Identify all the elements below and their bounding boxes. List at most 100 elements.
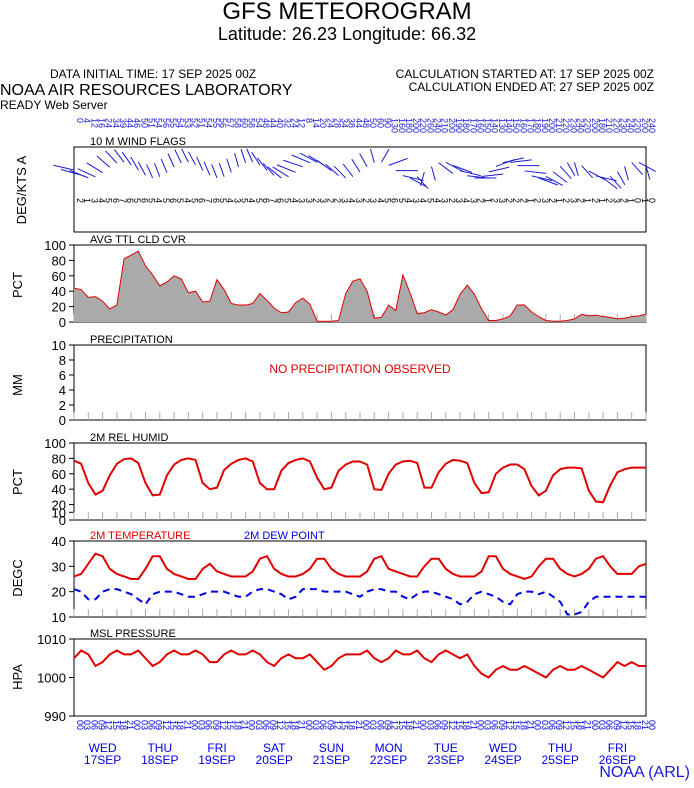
wind-direction-label: 240 xyxy=(576,118,586,133)
wind-flag xyxy=(538,177,558,186)
x-day-of-week: FRI xyxy=(207,741,226,755)
wind-speed-label: 7 xyxy=(204,198,214,203)
wind-speed-label: 4 xyxy=(247,198,257,203)
wind-speed-label: 6 xyxy=(211,198,221,203)
wind-direction-label: 210 xyxy=(604,118,614,133)
cloud-panel-title: AVG TTL CLD CVR xyxy=(90,234,186,246)
wind-speed-label: 6 xyxy=(261,198,271,203)
wind-flag xyxy=(146,164,154,179)
wind-flag xyxy=(388,157,408,166)
x-date-label: 24SEP xyxy=(484,753,521,767)
x-hour-label: 09 xyxy=(268,720,278,730)
wind-speed-label: 2 xyxy=(311,198,321,203)
wind-speed-label: 4 xyxy=(433,198,443,203)
wind-flag xyxy=(452,165,473,173)
x-day-of-week: WED xyxy=(489,741,517,755)
wind-flag xyxy=(234,153,239,168)
wind-speed-label: 2 xyxy=(447,198,457,203)
wind-flag xyxy=(211,164,218,179)
wind-flag xyxy=(531,175,553,182)
wind-speed-label: 5 xyxy=(239,198,249,203)
wind-direction-label: 20 xyxy=(318,118,328,128)
x-day-of-week: WED xyxy=(89,741,117,755)
wind-speed-label: 3 xyxy=(304,198,314,203)
wind-speed-label: 2 xyxy=(511,198,521,203)
wind-speed-label: 4 xyxy=(290,198,300,203)
wind-speed-label: 2 xyxy=(547,198,557,203)
wind-flag xyxy=(381,148,390,163)
wind-speed-label: 2 xyxy=(576,198,586,203)
wind-speed-label: 2 xyxy=(604,198,614,203)
wind-flag xyxy=(574,162,579,177)
wind-direction-label: 48 xyxy=(361,118,371,128)
x-hour-label: 03 xyxy=(254,720,264,730)
wind-speed-label: 5 xyxy=(254,198,264,203)
wind-direction-label: 190 xyxy=(454,118,464,133)
x-hour-label: 03 xyxy=(311,720,321,730)
rh-axis-tick-label: 40 xyxy=(52,482,66,497)
wind-flag xyxy=(459,170,481,177)
x-hour-label: 12 xyxy=(504,720,514,730)
wind-speed-label: 3 xyxy=(232,198,242,203)
pressure-axis-tick-label: 1000 xyxy=(37,671,66,686)
dewpoint-legend: 2M DEW POINT xyxy=(244,530,325,542)
pressure-axis-tick-label: 1010 xyxy=(37,632,66,647)
wind-direction-label: 230 xyxy=(568,118,578,133)
x-hour-label: 06 xyxy=(547,720,557,730)
wind-direction-label: 12 xyxy=(89,118,99,128)
x-hour-label: 03 xyxy=(540,720,550,730)
wind-direction-label: 52 xyxy=(189,118,199,128)
wind-direction-label: 140 xyxy=(490,118,500,133)
wind-speed-label: 4 xyxy=(418,198,428,203)
wind-flag xyxy=(174,149,182,164)
wind-speed-label: 3 xyxy=(297,198,307,203)
wind-flag xyxy=(251,151,261,166)
rh-axis-tick-label: 80 xyxy=(52,451,66,466)
x-date-label: 22SEP xyxy=(370,753,407,767)
rh-line xyxy=(73,457,646,504)
precip-axis-tick-label: 8 xyxy=(59,353,66,368)
wind-flag xyxy=(524,170,547,174)
x-hour-label: 03 xyxy=(139,720,149,730)
x-hour-label: 09 xyxy=(382,720,392,730)
wind-direction-label: 170 xyxy=(525,118,535,133)
wind-direction-label: 50 xyxy=(139,118,149,128)
wind-direction-label: 58 xyxy=(232,118,242,128)
wind-speed-label: 4 xyxy=(375,198,385,203)
precip-panel-ylabel: MM xyxy=(10,374,25,396)
x-hour-label: 21 xyxy=(297,720,307,730)
temp-panel-frame xyxy=(73,540,647,618)
wind-direction-label: 200 xyxy=(640,118,650,133)
x-date-label: 19SEP xyxy=(198,753,235,767)
temperature-legend: 2M TEMPERATURE xyxy=(90,530,190,542)
wind-speed-label: 2 xyxy=(561,198,571,203)
precip-axis-tick-label: 4 xyxy=(59,383,66,398)
no-precip-message: NO PRECIPITATION OBSERVED xyxy=(269,362,451,376)
wind-speed-label: 0 xyxy=(647,198,657,203)
pressure-panel-frame xyxy=(73,638,647,717)
precip-axis-tick-label: 0 xyxy=(59,413,66,428)
wind-speed-label: 5 xyxy=(175,198,185,203)
wind-direction-label: 180 xyxy=(404,118,414,133)
wind-speed-label: 2 xyxy=(618,198,628,203)
wind-speed-label: 5 xyxy=(147,198,157,203)
wind-speed-label: 6 xyxy=(275,198,285,203)
wind-direction-label: 28 xyxy=(332,118,342,128)
x-date-label: 21SEP xyxy=(313,753,350,767)
wind-direction-label: 48 xyxy=(261,118,271,128)
wind-direction-label: 34 xyxy=(111,118,121,128)
x-hour-label: 00 xyxy=(418,720,428,730)
wind-speed-label: 4 xyxy=(96,198,106,203)
wind-direction-label: 54 xyxy=(175,118,185,128)
wind-direction-label: 210 xyxy=(554,118,564,133)
cloud-axis-tick-label: 0 xyxy=(59,315,66,330)
wind-flag xyxy=(276,164,296,173)
wind-speed-label: 5 xyxy=(397,198,407,203)
x-hour-label: 03 xyxy=(197,720,207,730)
x-hour-label: 12 xyxy=(218,720,228,730)
wind-speed-label: 7 xyxy=(268,198,278,203)
wind-direction-label: 190 xyxy=(540,118,550,133)
cloud-axis-tick-label: 80 xyxy=(52,253,66,268)
data-initial-time: DATA INITIAL TIME: 17 SEP 2025 00Z xyxy=(50,67,257,81)
x-hour-label: 00 xyxy=(75,720,85,730)
